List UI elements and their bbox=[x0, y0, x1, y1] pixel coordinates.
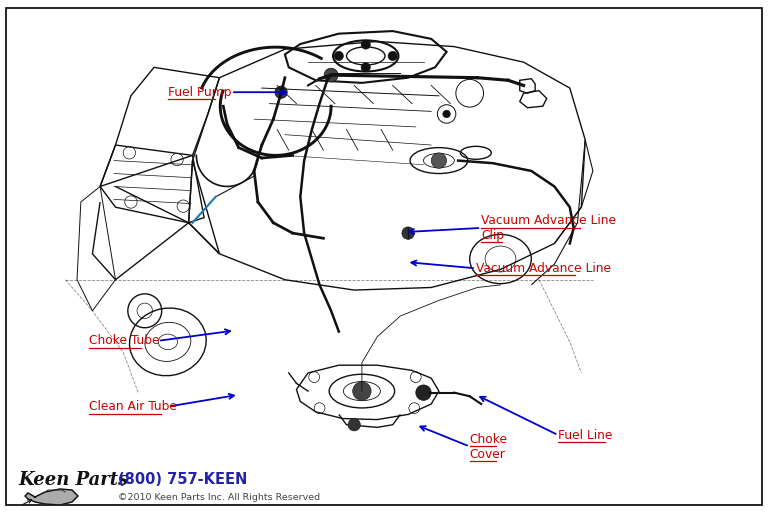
Text: Vacuum Advance Line: Vacuum Advance Line bbox=[476, 262, 611, 275]
Text: Clean Air Tube: Clean Air Tube bbox=[89, 400, 176, 413]
Circle shape bbox=[361, 40, 370, 49]
Circle shape bbox=[334, 51, 343, 61]
Text: (800) 757-KEEN: (800) 757-KEEN bbox=[118, 472, 247, 487]
Text: Fuel Line: Fuel Line bbox=[558, 428, 613, 442]
Text: Vacuum Advance Line
Clip: Vacuum Advance Line Clip bbox=[481, 214, 616, 242]
Circle shape bbox=[431, 153, 447, 168]
Text: Keen Parts: Keen Parts bbox=[18, 471, 129, 489]
Circle shape bbox=[402, 227, 414, 239]
Circle shape bbox=[275, 86, 287, 98]
Circle shape bbox=[388, 51, 397, 61]
Text: Choke
Cover: Choke Cover bbox=[470, 433, 507, 461]
Text: Fuel Pump: Fuel Pump bbox=[168, 85, 231, 99]
Polygon shape bbox=[25, 489, 78, 505]
Circle shape bbox=[443, 110, 450, 118]
Text: Choke Tube: Choke Tube bbox=[89, 334, 159, 348]
Circle shape bbox=[348, 419, 360, 431]
Circle shape bbox=[353, 382, 371, 400]
Text: ©2010 Keen Parts Inc. All Rights Reserved: ©2010 Keen Parts Inc. All Rights Reserve… bbox=[118, 494, 320, 502]
Circle shape bbox=[324, 68, 338, 82]
Circle shape bbox=[361, 63, 370, 72]
Circle shape bbox=[416, 385, 431, 400]
